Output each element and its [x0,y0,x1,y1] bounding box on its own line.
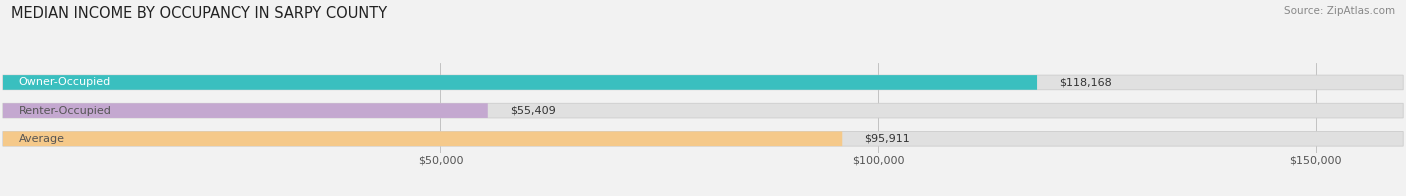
Text: MEDIAN INCOME BY OCCUPANCY IN SARPY COUNTY: MEDIAN INCOME BY OCCUPANCY IN SARPY COUN… [11,6,388,21]
FancyBboxPatch shape [3,103,1403,118]
FancyBboxPatch shape [3,75,1038,90]
Text: $118,168: $118,168 [1059,77,1112,87]
Text: Renter-Occupied: Renter-Occupied [18,106,111,116]
FancyBboxPatch shape [3,103,488,118]
Text: $95,911: $95,911 [865,134,910,144]
Text: Average: Average [18,134,65,144]
FancyBboxPatch shape [3,132,842,146]
FancyBboxPatch shape [3,132,1403,146]
Text: Source: ZipAtlas.com: Source: ZipAtlas.com [1284,6,1395,16]
Text: Owner-Occupied: Owner-Occupied [18,77,111,87]
FancyBboxPatch shape [3,75,1403,90]
Text: $55,409: $55,409 [509,106,555,116]
